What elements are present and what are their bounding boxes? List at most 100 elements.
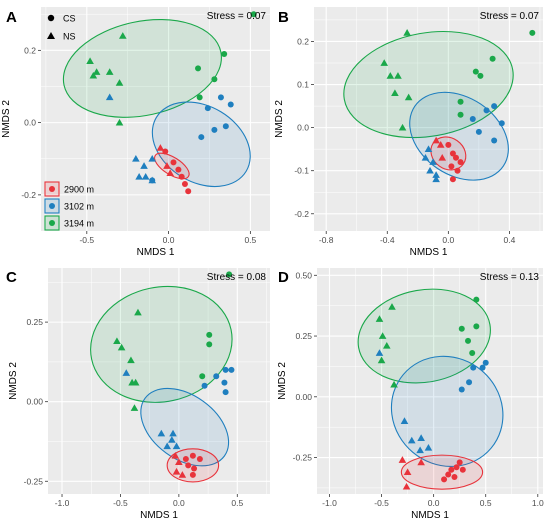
- data-point-circle: [454, 167, 461, 174]
- legend-depth-label: 3194 m: [64, 219, 94, 229]
- data-point-triangle: [390, 380, 398, 388]
- legend-circle-icon: [47, 14, 55, 22]
- legend-shapes: CS NS: [47, 14, 76, 42]
- data-point-triangle: [386, 72, 395, 79]
- data-point-circle: [448, 163, 455, 170]
- data-point-circle: [470, 364, 477, 371]
- data-point-circle: [482, 359, 489, 366]
- y-axis-title: NMDS 2: [274, 100, 285, 138]
- data-point-circle: [175, 166, 182, 173]
- data-layer: [90, 271, 235, 483]
- confidence-ellipse: [140, 387, 230, 467]
- data-point-circle: [483, 107, 490, 114]
- data-point-triangle: [403, 468, 412, 475]
- data-point-triangle: [172, 467, 181, 475]
- data-point-triangle: [132, 154, 140, 162]
- data-point-triangle: [404, 93, 413, 101]
- data-point-triangle: [375, 315, 384, 322]
- y-tick-label: -0.1: [294, 166, 309, 176]
- data-point-circle: [201, 382, 208, 389]
- data-point-triangle: [438, 153, 447, 161]
- data-point-circle: [222, 366, 229, 373]
- data-point-circle: [451, 473, 458, 480]
- data-point-circle: [475, 128, 482, 135]
- stress-annotation: Stress = 0.07: [207, 11, 267, 22]
- y-axis-title: NMDS 2: [1, 100, 12, 138]
- legend-depths: 2900 m 3102 m 3194 m: [44, 181, 94, 231]
- data-point-circle: [213, 373, 220, 380]
- data-point-circle: [196, 455, 203, 462]
- panel-letter: B: [278, 9, 289, 26]
- data-point-circle: [469, 350, 476, 357]
- data-point-triangle: [417, 458, 425, 466]
- data-point-triangle: [398, 123, 407, 131]
- data-layer: [343, 29, 536, 183]
- data-point-circle: [458, 325, 465, 332]
- y-axis-title: NMDS 2: [8, 362, 19, 400]
- data-point-circle: [189, 471, 196, 478]
- data-point-triangle: [171, 452, 180, 459]
- y-tick-label: 0.2: [297, 36, 309, 46]
- data-point-triangle: [424, 145, 433, 153]
- legend-color-dot: [49, 186, 55, 192]
- x-tick-label: -0.5: [374, 498, 389, 508]
- data-point-circle: [491, 103, 498, 110]
- data-point-circle: [458, 386, 465, 393]
- panel-d: D -1.0 -0.5 0.0 0.5 1.0 -0.25 0.00 0.25 0.50 NMDS …: [277, 268, 544, 521]
- confidence-ellipse: [62, 18, 222, 118]
- data-point-circle: [449, 150, 456, 157]
- x-tick-label: 0.5: [231, 498, 243, 508]
- data-point-triangle: [127, 356, 135, 364]
- x-axis-title: NMDS 1: [411, 510, 449, 521]
- data-point-triangle: [115, 118, 124, 126]
- x-tick-label: 1.0: [532, 498, 544, 508]
- data-point-triangle: [105, 68, 114, 75]
- y-tick-label: 0.00: [295, 392, 312, 402]
- data-point-circle: [472, 68, 479, 75]
- x-tick-label: -1.0: [322, 498, 337, 508]
- data-point-circle: [206, 341, 213, 348]
- y-tick-label: -0.2: [294, 209, 309, 219]
- y-tick-label: 0.25: [295, 331, 312, 341]
- data-point-triangle: [89, 71, 98, 79]
- x-axis-title: NMDS 1: [140, 510, 178, 521]
- data-point-triangle: [421, 153, 430, 161]
- x-tick-label: -0.5: [79, 235, 94, 245]
- data-point-triangle: [113, 337, 121, 345]
- data-point-triangle: [424, 444, 433, 451]
- stress-annotation: Stress = 0.08: [207, 272, 267, 283]
- data-point-triangle: [156, 144, 165, 151]
- panel-letter: A: [6, 9, 17, 26]
- data-point-circle: [469, 116, 476, 122]
- data-point-triangle: [375, 349, 384, 356]
- y-tick-label: 0.2: [24, 45, 36, 55]
- data-point-triangle: [429, 158, 437, 165]
- data-point-circle: [221, 50, 228, 57]
- panel-b: B -0.8 -0.4 0.0 0.4 -0.2 -0.1 0.0 0.1 0.2 NMDS 1 NM…: [274, 7, 543, 258]
- data-point-circle: [498, 120, 505, 127]
- x-tick-label: 0.5: [244, 235, 256, 245]
- data-point-triangle: [407, 436, 416, 444]
- x-tick-label: 0.4: [503, 235, 515, 245]
- data-point-circle: [196, 94, 203, 101]
- data-point-triangle: [416, 446, 424, 454]
- data-layer: [62, 11, 257, 195]
- data-point-triangle: [377, 356, 386, 364]
- data-point-triangle: [398, 456, 407, 463]
- data-point-triangle: [118, 32, 127, 39]
- data-point-triangle: [130, 404, 139, 411]
- data-point-circle: [227, 101, 234, 108]
- data-point-triangle: [86, 57, 94, 65]
- x-axis-title: NMDS 1: [410, 247, 448, 258]
- data-point-triangle: [105, 93, 114, 101]
- data-point-circle: [170, 159, 177, 166]
- data-point-triangle: [402, 482, 411, 490]
- data-point-circle: [211, 126, 218, 133]
- data-point-circle: [448, 466, 455, 473]
- x-tick-label: -0.5: [113, 498, 128, 508]
- data-point-triangle: [400, 417, 409, 424]
- data-point-triangle: [117, 343, 126, 351]
- legend-shape-label: CS: [63, 14, 76, 24]
- data-point-circle: [198, 134, 205, 141]
- data-point-triangle: [426, 166, 434, 174]
